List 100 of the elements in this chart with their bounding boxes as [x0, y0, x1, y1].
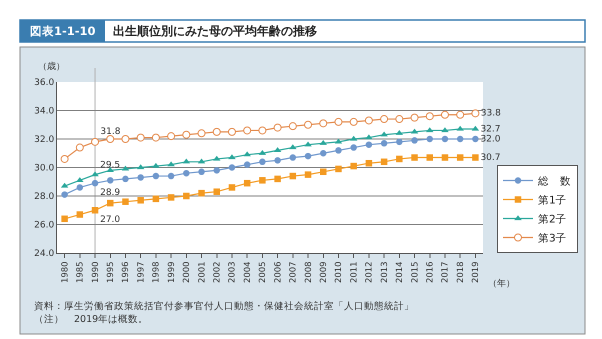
point [396, 138, 403, 146]
point [335, 166, 342, 172]
point [258, 126, 266, 134]
point [304, 120, 312, 129]
x-tick-label: 2001 [197, 261, 208, 284]
x-tick-label: 2011 [349, 261, 360, 284]
chart-title: 出生順位別にみた母の平均年齢の推移 [113, 24, 317, 38]
point [182, 130, 190, 139]
point [107, 177, 114, 184]
point [288, 122, 297, 130]
point [366, 141, 372, 148]
point [61, 216, 68, 222]
point [456, 154, 464, 161]
point [76, 184, 84, 191]
x-tick-label: 2009 [319, 261, 330, 284]
data-label: 33.8 [480, 108, 502, 119]
point [426, 136, 433, 142]
point [320, 150, 326, 156]
point [335, 147, 342, 154]
x-tick-label: 2007 [288, 261, 299, 284]
x-tick-label: 2002 [212, 261, 223, 284]
point [319, 119, 328, 128]
point [106, 135, 114, 143]
legend-label: 第3子 [538, 232, 567, 245]
data-label: 28.9 [100, 188, 120, 198]
point [304, 171, 312, 178]
point [320, 168, 326, 176]
point [274, 157, 281, 164]
point [366, 160, 372, 166]
y-tick-label: 36.0 [34, 78, 54, 88]
point [410, 114, 419, 122]
x-tick-label: 1990 [90, 261, 101, 284]
y-tick-label: 32.0 [34, 135, 54, 146]
point [259, 177, 266, 184]
point [92, 180, 98, 186]
point [456, 110, 464, 119]
y-tick-label: 30.0 [34, 164, 54, 174]
point [350, 144, 357, 151]
point [456, 136, 464, 142]
data-label: 32.0 [480, 134, 501, 144]
x-tick-label: 2004 [242, 261, 253, 284]
point [198, 190, 205, 196]
point [426, 154, 433, 161]
point [440, 110, 449, 119]
data-label: 27.0 [100, 215, 120, 226]
point [380, 115, 388, 124]
point [364, 116, 373, 124]
point [380, 158, 388, 166]
x-tick-label: 1998 [152, 261, 162, 284]
point [198, 129, 206, 138]
x-tick-label: 2016 [426, 261, 436, 284]
x-tick-label: 1999 [166, 261, 177, 284]
x-tick-label: 2017 [440, 261, 451, 284]
point [426, 112, 434, 120]
point [334, 118, 342, 126]
x-tick-label: 1996 [121, 261, 132, 284]
point [214, 188, 220, 195]
point [214, 167, 220, 174]
point [471, 109, 480, 118]
point [76, 144, 84, 152]
point [472, 136, 479, 142]
point [228, 164, 236, 171]
point [411, 137, 418, 144]
x-tick-label: 1997 [136, 261, 146, 284]
point [122, 198, 129, 205]
point [152, 134, 160, 142]
point [183, 170, 190, 176]
point [274, 124, 282, 132]
point [61, 191, 68, 198]
point [274, 176, 281, 182]
x-tick-label: 2006 [273, 261, 284, 284]
y-axis-title: （歳） [38, 61, 65, 72]
point [442, 136, 448, 142]
data-label: 32.7 [480, 124, 500, 134]
point [76, 211, 84, 218]
x-tick-label: 2012 [364, 261, 375, 284]
point [380, 140, 388, 147]
point [350, 162, 357, 170]
point [198, 168, 205, 176]
point [244, 180, 250, 186]
x-tick-label: 1980 [60, 261, 70, 284]
point [136, 134, 145, 142]
point [243, 126, 252, 134]
x-tick-label: 2008 [304, 261, 314, 284]
point [426, 127, 434, 132]
point [259, 158, 266, 166]
y-tick-label: 28.0 [34, 192, 54, 202]
point [212, 128, 221, 136]
point [168, 172, 174, 180]
x-tick-label: 2018 [456, 261, 466, 284]
x-axis-title: （年） [488, 278, 515, 289]
text: 資料：厚生労働省政策統括官付参事官付人口動態・保健社会統計室「人口動態統計」 [34, 300, 414, 312]
point [152, 196, 160, 202]
point [121, 135, 130, 143]
point [107, 200, 114, 206]
y-tick-label: 24.0 [34, 249, 54, 260]
data-label: 30.7 [480, 152, 500, 163]
point [152, 172, 160, 180]
point [290, 154, 296, 161]
point [228, 128, 236, 136]
